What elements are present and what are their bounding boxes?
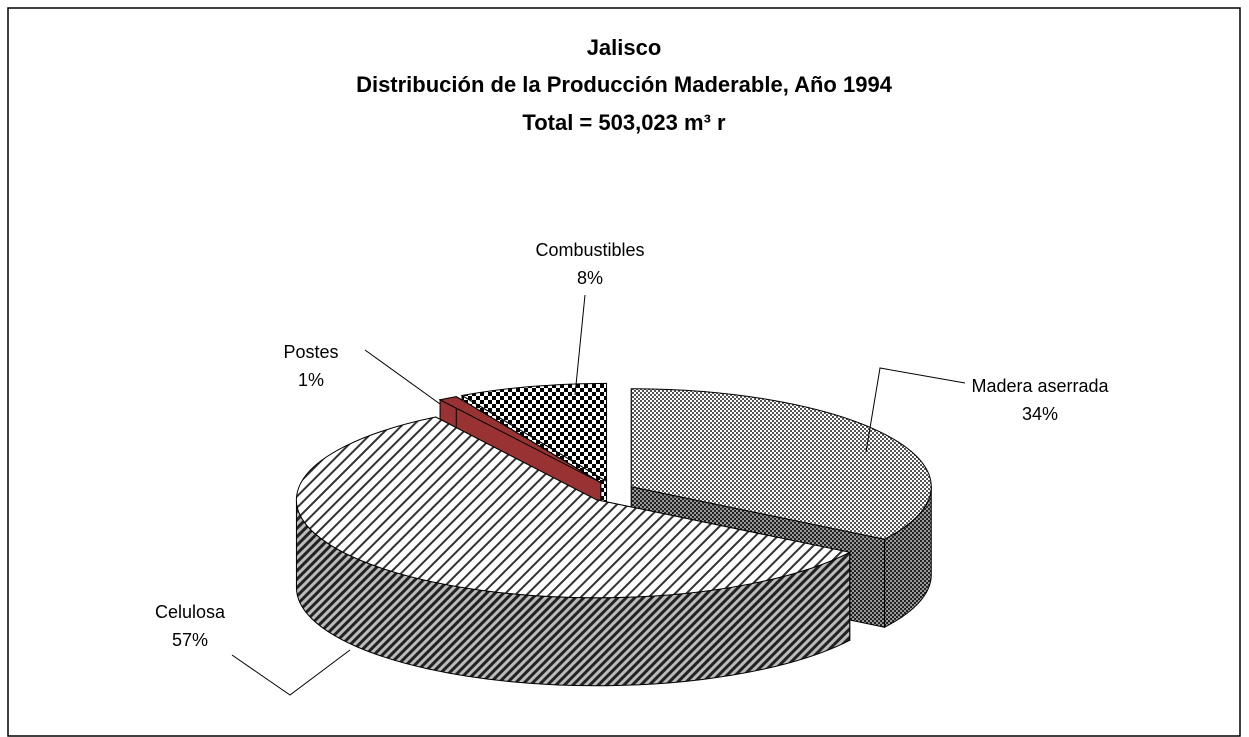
value-label: 34% xyxy=(1022,404,1058,424)
chart-title: Jalisco xyxy=(587,35,662,60)
leader-line xyxy=(865,367,966,453)
chart-subtitle: Distribución de la Producción Maderable,… xyxy=(356,72,893,97)
value-label: 57% xyxy=(172,630,208,650)
leader-line xyxy=(574,294,586,396)
slice xyxy=(438,396,602,483)
chart-subtitle: Total = 503,023 m³ r xyxy=(522,110,726,135)
pie xyxy=(295,382,932,687)
slice xyxy=(630,388,932,540)
category-label: Combustibles xyxy=(535,240,644,260)
value-label: 8% xyxy=(577,268,603,288)
leader-line xyxy=(364,349,441,405)
value-label: 1% xyxy=(298,370,324,390)
labels: Madera aserrada 34% Celulosa 57% Postes 1% Com… xyxy=(155,240,1110,696)
category-label: Postes xyxy=(283,342,338,362)
category-label: Celulosa xyxy=(155,602,226,622)
leader-line xyxy=(231,649,351,696)
slice xyxy=(295,416,852,599)
slice xyxy=(460,382,608,483)
category-label: Madera aserrada xyxy=(971,376,1109,396)
